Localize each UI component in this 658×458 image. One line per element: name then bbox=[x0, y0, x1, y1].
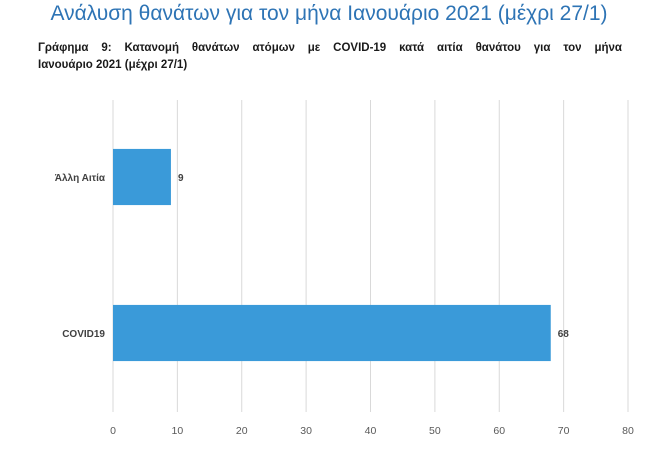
bar-0 bbox=[113, 148, 171, 206]
x-tick-labels: 0 10 20 30 40 50 60 70 80 bbox=[110, 425, 634, 437]
x-tick-label: 60 bbox=[493, 425, 505, 437]
x-tick-label: 40 bbox=[365, 425, 377, 437]
caption-line-1: Γράφημα 9: Κατανομή θανάτων ατόμων με CO… bbox=[38, 42, 622, 54]
chart-caption: Γράφημα 9: Κατανομή θανάτων ατόμων με CO… bbox=[38, 40, 622, 74]
x-tick-label: 70 bbox=[558, 425, 570, 437]
x-tick-label: 50 bbox=[429, 425, 441, 437]
data-label: 68 bbox=[558, 329, 570, 340]
x-tick-label: 30 bbox=[300, 425, 312, 437]
x-tick-label: 10 bbox=[172, 425, 184, 437]
gridlines bbox=[112, 100, 629, 412]
bars bbox=[113, 148, 551, 362]
category-label: COVID19 bbox=[62, 329, 105, 340]
x-tick-label: 80 bbox=[622, 425, 634, 437]
category-label: Άλλη Αιτία bbox=[55, 173, 106, 184]
bar-1 bbox=[113, 304, 551, 362]
x-tick-label: 0 bbox=[110, 425, 116, 437]
data-labels: 9 68 bbox=[178, 173, 569, 340]
caption-line-2: Ιανουάριο 2021 (μέχρι 27/1) bbox=[38, 59, 188, 71]
x-tick-label: 20 bbox=[236, 425, 248, 437]
page-heading: Ανάλυση θανάτων για τον μήνα Ιανουάριο 2… bbox=[50, 2, 608, 25]
category-labels: Άλλη Αιτία COVID19 bbox=[55, 173, 106, 340]
data-label: 9 bbox=[178, 173, 184, 184]
